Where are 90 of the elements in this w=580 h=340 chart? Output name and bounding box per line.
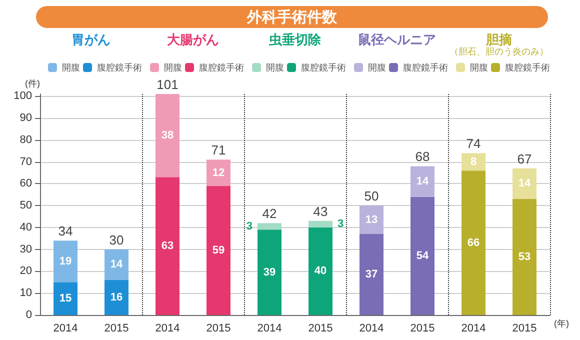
data-label: 39 <box>263 266 276 278</box>
y-tick-label: 60 <box>20 178 32 190</box>
legend-label: 開腹 <box>266 62 284 72</box>
bar <box>360 234 384 315</box>
legend-label: 開腹 <box>164 62 182 72</box>
data-label: 3 <box>338 218 344 230</box>
bar <box>360 206 384 234</box>
data-label: 8 <box>470 156 477 168</box>
bar <box>512 168 536 200</box>
x-tick-label: 2014 <box>53 322 78 334</box>
bar <box>512 199 536 315</box>
x-tick-label: 2015 <box>104 322 129 334</box>
x-tick-label: 2015 <box>410 322 435 334</box>
y-tick-label: 30 <box>20 243 32 256</box>
data-label: 19 <box>59 255 72 268</box>
total-label: 43 <box>313 204 328 219</box>
bar <box>206 186 230 315</box>
data-label: 3 <box>246 220 252 232</box>
x-tick-label: 2014 <box>155 322 180 334</box>
legend-label: 腹腔鏡手術 <box>301 62 346 72</box>
x-axis-title: (年) <box>554 318 569 328</box>
x-tick-label: 2014 <box>461 322 486 334</box>
legend-label: 腹腔鏡手術 <box>97 62 142 72</box>
bar <box>258 230 282 315</box>
total-label: 71 <box>211 142 226 158</box>
data-label: 14 <box>110 258 124 271</box>
total-label: 42 <box>262 206 277 222</box>
bar <box>206 160 230 186</box>
x-tick-label: 2015 <box>308 322 333 334</box>
text: （胆石、胆のう炎のみ） <box>450 46 548 56</box>
chart-title: 外科手術件数 <box>36 6 548 28</box>
total-label: 68 <box>415 149 430 164</box>
bar <box>54 282 78 315</box>
y-tick-label: 50 <box>20 200 32 212</box>
bar <box>54 240 78 282</box>
x-tick-label: 2014 <box>359 322 384 334</box>
y-tick-label: 10 <box>20 287 32 300</box>
data-label: 66 <box>467 236 480 249</box>
bar <box>156 177 180 315</box>
data-label: 13 <box>365 214 378 226</box>
y-axis-title: (件) <box>25 78 40 88</box>
text: 胆摘 <box>485 32 512 47</box>
data-label: 59 <box>212 244 225 256</box>
x-tick-label: 2015 <box>512 322 537 334</box>
text: 鼠径ヘルニア <box>358 32 436 47</box>
total-label: 30 <box>109 232 124 248</box>
bar <box>258 223 282 230</box>
data-label: 12 <box>212 166 225 179</box>
y-tick-label: 70 <box>20 156 32 168</box>
total-label: 74 <box>466 136 481 152</box>
y-tick-label: 0 <box>26 309 32 321</box>
data-label: 37 <box>365 268 378 281</box>
legend-label: 開腹 <box>470 62 488 72</box>
data-label: 54 <box>416 250 430 262</box>
x-tick-label: 2015 <box>206 322 231 334</box>
bar <box>156 94 180 178</box>
bar <box>462 153 486 171</box>
data-label: 63 <box>161 240 174 252</box>
data-label: 14 <box>518 178 532 190</box>
data-label: 40 <box>314 265 327 278</box>
bar <box>308 227 332 315</box>
text: 胃がん <box>72 32 110 47</box>
legend-label: 開腹 <box>368 62 386 72</box>
total-label: 50 <box>364 188 379 204</box>
data-label: 16 <box>110 291 123 304</box>
total-label: 34 <box>58 224 73 239</box>
data-label: 38 <box>161 130 174 142</box>
text: 大腸がん <box>167 32 219 47</box>
bar <box>410 166 434 197</box>
y-tick-label: 90 <box>20 112 32 124</box>
legend-label: 開腹 <box>62 62 80 72</box>
bar <box>308 220 332 228</box>
y-tick-label: 100 <box>14 90 32 102</box>
bar <box>462 170 486 315</box>
y-tick-label: 40 <box>20 221 32 234</box>
legend-label: 腹腔鏡手術 <box>505 62 550 72</box>
y-tick-label: 80 <box>20 134 32 146</box>
text: 虫垂切除 <box>268 32 322 47</box>
y-tick-label: 20 <box>20 265 32 278</box>
bar <box>410 196 434 315</box>
data-label: 53 <box>518 251 531 264</box>
data-label: 14 <box>416 176 430 188</box>
total-label: 101 <box>156 77 178 92</box>
data-label: 15 <box>59 292 72 305</box>
bar <box>104 249 128 280</box>
x-tick-label: 2014 <box>257 322 282 334</box>
bar <box>104 280 128 315</box>
legend-label: 腹腔鏡手術 <box>199 62 244 72</box>
legend-label: 腹腔鏡手術 <box>403 62 448 72</box>
total-label: 67 <box>517 151 532 166</box>
